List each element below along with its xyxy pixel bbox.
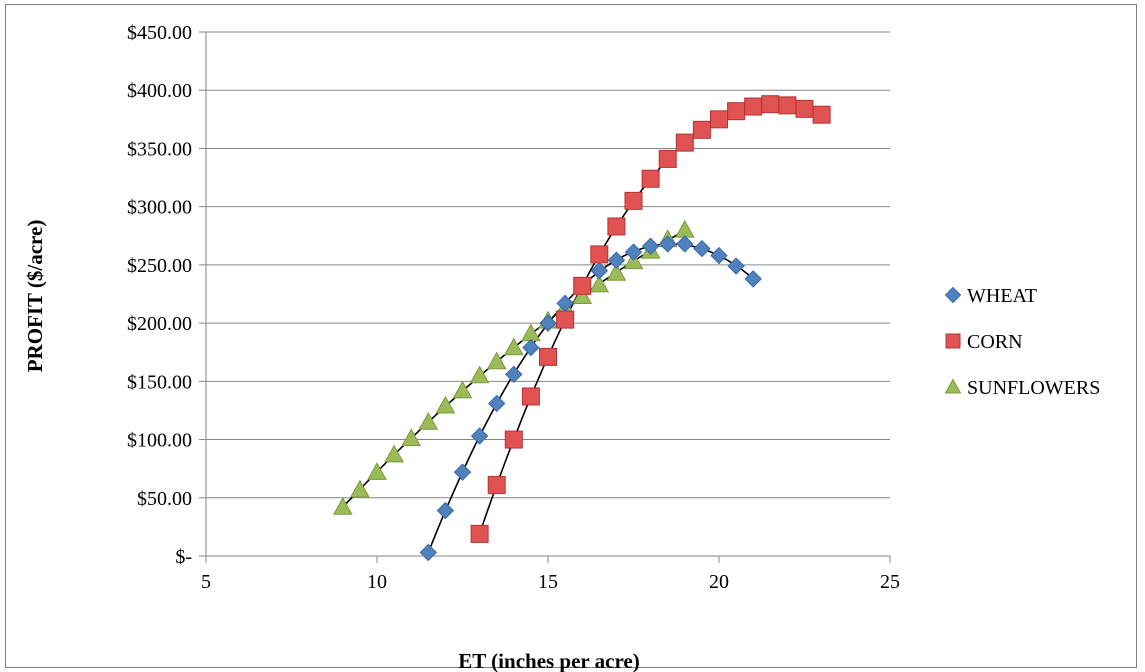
sunflowers-point [435,395,456,414]
sunflowers-point [486,351,507,370]
sunflowers-point [674,219,695,238]
corn-point [761,95,780,114]
sunflowers-point [367,462,387,480]
sunflowers-point [384,444,404,463]
corn-point [521,387,540,406]
wheat-point [539,314,557,332]
wheat-point [744,270,762,288]
corn-point [607,217,626,236]
y-tick-label: $450.00 [127,22,192,44]
x-tick-labels: 5 10 15 20 25 [201,571,900,593]
wheat-point [710,246,728,265]
sunflowers-point [521,323,541,342]
corn-point [624,191,643,210]
legend-sunflowers-label: SUNFLOWERS [967,377,1100,399]
sunflowers-point [350,479,370,498]
sunflowers-point [332,497,353,515]
sunflowers-point [606,263,627,281]
x-tick-label: 10 [367,571,387,593]
wheat-point [522,338,540,357]
sunflowers-point [572,286,593,305]
wheat-point [487,394,506,413]
y-tick-label: $150.00 [127,371,192,393]
wheat-point [641,237,660,255]
x-tick-label: 25 [880,571,900,593]
sunflowers-point [418,412,439,430]
y-tick-label: $400.00 [127,80,192,102]
sunflowers-point [452,380,473,399]
x-tick-label: 15 [538,571,558,593]
corn-trendline [478,103,822,534]
sunflowers-point [469,365,490,384]
corn-point [744,97,763,116]
y-tick-label: $300.00 [127,197,192,219]
trendlines [342,103,822,553]
wheat-point [505,365,523,384]
corn-point [556,310,575,329]
y-tick-label: $50.00 [137,488,192,510]
corn-point [658,149,677,168]
corn-point [778,96,797,115]
corn-point [487,475,506,494]
legend-sunflowers-marker [944,378,962,394]
y-axis-title: PROFIT ($/acre) [23,220,47,373]
y-tick-labels: $- $50.00 $100.00 $150.00 $200.00 $250.00 $300… [127,22,192,568]
legend-corn-marker [945,333,961,349]
y-tick-label: $100.00 [127,430,192,452]
corn-point [573,276,592,295]
y-tick-label: $350.00 [127,138,192,160]
wheat-point [470,427,489,445]
sunflowers-point [503,337,524,356]
wheat-point [607,251,626,269]
x-tick-label: 20 [709,571,729,593]
wheat-point [436,501,455,520]
wheat-point [658,235,677,253]
y-tick-label: $200.00 [127,313,192,335]
legend-wheat-marker [944,286,962,304]
corn-point [710,110,728,129]
x-tick-label: 5 [201,571,211,593]
wheat-point [676,235,694,253]
corn-point [504,430,523,449]
wheat-point [693,239,711,258]
x-axis-title: ET (inches per acre) [458,649,639,672]
wheat-point [453,463,472,481]
corn-point [675,133,694,152]
corn-point [470,524,489,543]
data-markers [332,95,831,562]
y-tick-label: $250.00 [127,255,192,277]
y-tick-label: $- [175,546,192,568]
wheat-point [727,257,745,275]
sunflowers-point [401,428,422,447]
corn-point [795,99,814,118]
wheat-point [590,262,609,280]
sunflowers-point [589,274,610,293]
legend-wheat-label: WHEAT [967,285,1037,307]
corn-point [590,245,609,264]
corn-point [692,120,711,139]
corn-point [727,102,746,121]
wheat-point [419,543,438,562]
legend-corn-label: CORN [967,331,1023,353]
corn-point [812,105,831,124]
corn-point [641,169,660,188]
wheat-point [624,243,643,261]
legend: WHEAT CORN SUNFLOWERS [944,285,1100,399]
corn-point [539,347,557,366]
